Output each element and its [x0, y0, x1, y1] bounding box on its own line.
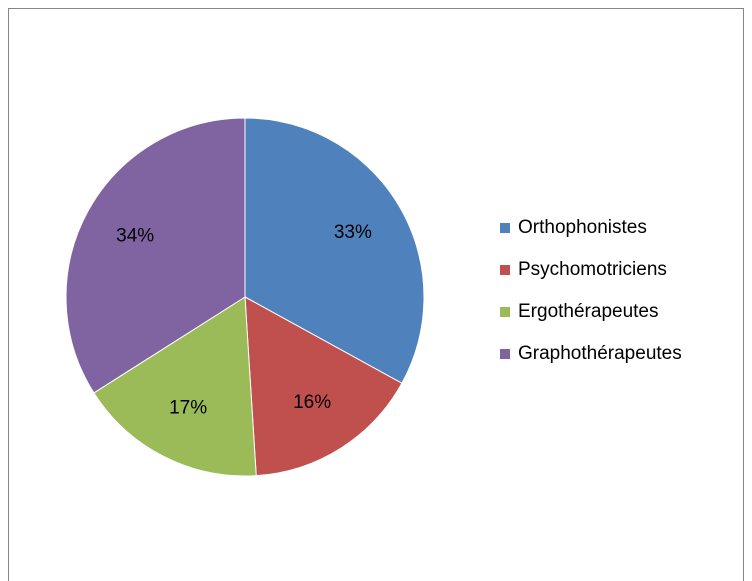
legend-label: Graphothérapeutes [518, 343, 682, 364]
pie-slice [244, 117, 425, 384]
pie-slice [244, 296, 403, 477]
legend-label: Psychomotriciens [518, 259, 667, 280]
legend-swatch [500, 265, 510, 275]
pie-slice [65, 117, 246, 394]
data-label: 17% [169, 398, 207, 419]
pie-slice [93, 296, 257, 477]
legend-swatch [500, 349, 510, 359]
legend-swatch [500, 307, 510, 317]
data-label: 34% [116, 226, 154, 247]
legend-label: Orthophonistes [518, 217, 647, 238]
data-label: 16% [293, 392, 331, 413]
legend-label: Ergothérapeutes [518, 301, 659, 322]
data-label: 33% [334, 222, 372, 243]
legend-swatch [500, 223, 510, 233]
